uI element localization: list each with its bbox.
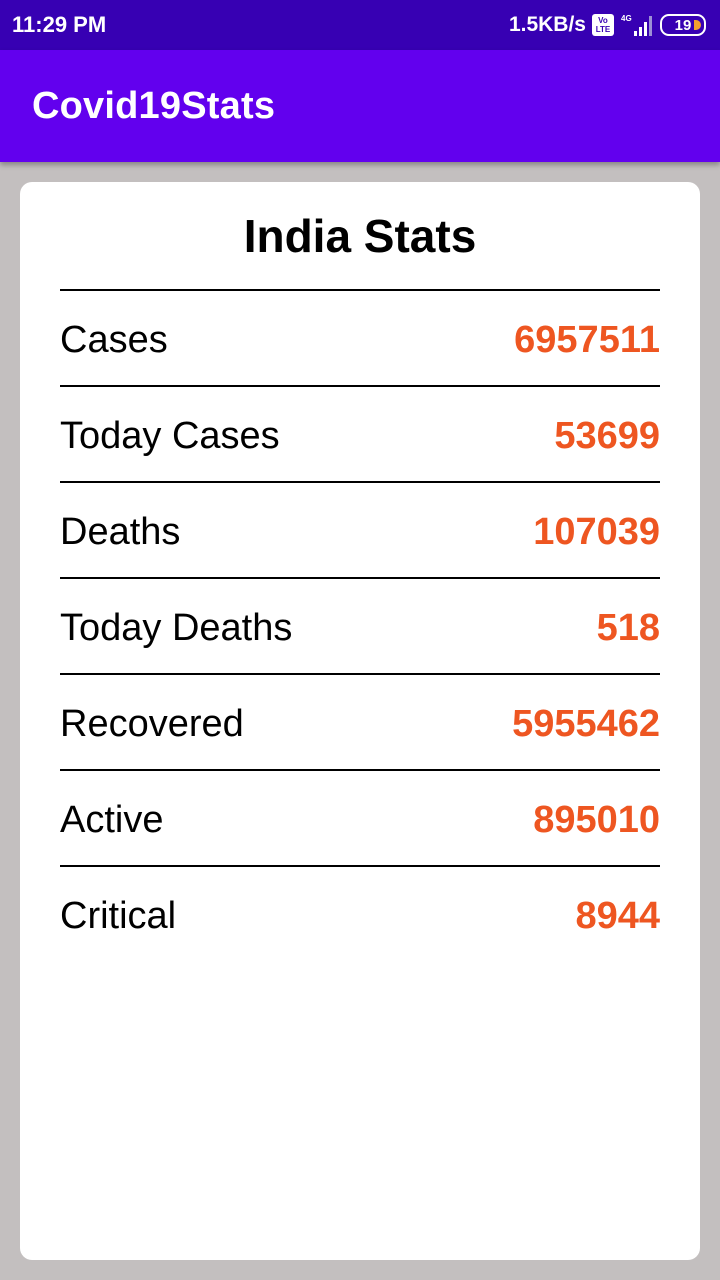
volte-icon: Vo LTE bbox=[592, 14, 614, 36]
stat-label: Cases bbox=[60, 318, 168, 361]
stat-label: Active bbox=[60, 798, 164, 841]
divider bbox=[60, 673, 660, 675]
stat-row-today-deaths: Today Deaths 518 bbox=[60, 581, 660, 675]
stat-value: 5955462 bbox=[512, 702, 660, 745]
divider bbox=[60, 385, 660, 387]
divider bbox=[60, 289, 660, 291]
stat-value: 107039 bbox=[533, 510, 660, 553]
stats-card: India Stats Cases 6957511 Today Cases 53… bbox=[20, 182, 700, 1260]
app-bar: Covid19Stats bbox=[0, 50, 720, 162]
card-title: India Stats bbox=[243, 210, 477, 262]
stat-value: 6957511 bbox=[514, 318, 660, 361]
stat-row-active: Active 895010 bbox=[60, 773, 660, 867]
stat-row-today-cases: Today Cases 53699 bbox=[60, 389, 660, 483]
stat-label: Recovered bbox=[60, 702, 244, 745]
network-speed: 1.5KB/s bbox=[508, 13, 586, 36]
divider bbox=[60, 481, 660, 483]
stat-value: 8944 bbox=[575, 894, 660, 937]
network-type-label: 4G bbox=[621, 14, 632, 23]
divider bbox=[60, 577, 660, 579]
stat-label: Today Cases bbox=[60, 414, 280, 457]
divider bbox=[60, 769, 660, 771]
divider bbox=[60, 865, 660, 867]
stat-label: Critical bbox=[60, 894, 177, 937]
volte-bottom-label: LTE bbox=[595, 25, 611, 34]
stat-row-recovered: Recovered 5955462 bbox=[60, 677, 660, 771]
status-time: 11:29 PM bbox=[12, 12, 107, 37]
stat-row-critical: Critical 8944 bbox=[60, 869, 660, 963]
stat-row-deaths: Deaths 107039 bbox=[60, 485, 660, 579]
stat-row-cases: Cases 6957511 bbox=[60, 293, 660, 387]
battery-level: 19 bbox=[674, 16, 692, 34]
stat-label: Today Deaths bbox=[60, 606, 293, 649]
battery-icon: 19 bbox=[660, 14, 706, 36]
volte-top-label: Vo bbox=[598, 16, 608, 25]
stat-label: Deaths bbox=[60, 510, 181, 553]
status-icons: 1.5KB/s Vo LTE 4G 19 bbox=[509, 13, 706, 37]
stat-value: 518 bbox=[596, 606, 660, 649]
app-title: Covid19Stats bbox=[32, 84, 276, 127]
stat-value: 895010 bbox=[533, 798, 660, 841]
stat-value: 53699 bbox=[554, 414, 660, 457]
signal-icon: 4G bbox=[621, 14, 652, 36]
status-bar: 11:29 PM 1.5KB/s Vo LTE 4G 19 bbox=[0, 0, 720, 50]
